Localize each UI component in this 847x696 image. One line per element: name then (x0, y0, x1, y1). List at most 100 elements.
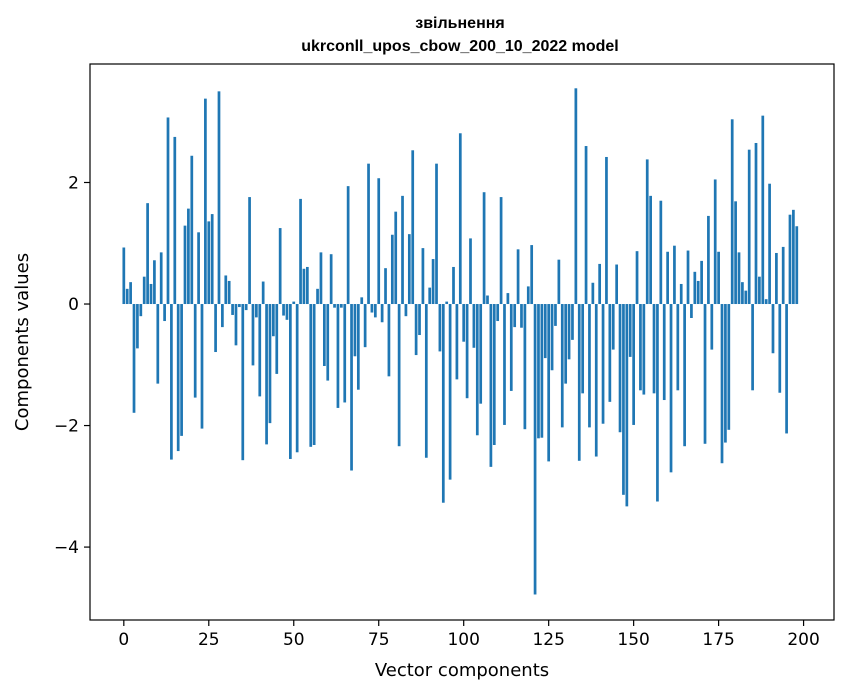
bar-43 (268, 304, 272, 424)
bar-86 (414, 304, 418, 356)
bar-58 (319, 252, 323, 305)
bar-172 (707, 215, 710, 305)
bar-171 (703, 304, 707, 444)
bar-106 (482, 192, 486, 305)
bar-102 (469, 238, 472, 305)
bar-164 (679, 283, 683, 305)
bar-73 (370, 304, 374, 313)
bar-9 (153, 260, 156, 305)
bar-28 (217, 91, 221, 305)
bar-198 (795, 226, 799, 305)
bar-181 (737, 252, 741, 305)
bar-39 (255, 304, 258, 318)
bar-188 (761, 115, 765, 305)
bar-87 (418, 304, 421, 336)
bar-81 (397, 304, 401, 447)
bar-105 (479, 304, 483, 404)
bar-168 (693, 271, 697, 305)
bar-108 (489, 304, 493, 467)
bar-191 (771, 304, 775, 354)
bar-107 (486, 295, 489, 305)
y-tick-label: 2 (68, 173, 79, 193)
bar-114 (509, 304, 513, 391)
bar-77 (384, 268, 387, 305)
bar-18 (183, 225, 187, 305)
bar-84 (407, 234, 411, 305)
bar-30 (224, 275, 228, 305)
bar-15 (173, 136, 177, 305)
bar-101 (465, 304, 469, 399)
bar-116 (516, 249, 520, 305)
bar-130 (564, 304, 568, 384)
bar-140 (598, 263, 602, 305)
bar-197 (792, 209, 795, 305)
bar-47 (282, 304, 285, 316)
bar-41 (261, 281, 265, 305)
bar-10 (156, 304, 160, 384)
y-tick-label: −2 (54, 417, 79, 437)
bar-2 (129, 282, 132, 305)
bar-99 (458, 133, 462, 305)
bar-74 (373, 304, 377, 318)
bar-89 (424, 304, 428, 458)
bar-115 (513, 304, 517, 328)
bar-63 (336, 304, 340, 408)
bar-179 (730, 119, 734, 305)
bar-138 (591, 282, 595, 305)
bar-135 (581, 304, 585, 394)
bar-11 (159, 252, 163, 305)
bar-184 (747, 149, 751, 305)
bar-45 (275, 304, 279, 374)
bar-161 (669, 304, 673, 473)
bar-93 (438, 304, 442, 352)
bar-142 (605, 156, 608, 305)
bar-190 (768, 183, 771, 305)
bar-68 (353, 304, 357, 357)
bar-49 (289, 304, 292, 459)
bar-100 (462, 304, 466, 342)
bar-29 (221, 304, 224, 328)
bar-146 (618, 304, 622, 433)
bar-22 (197, 232, 200, 305)
chart-title-line1: звільнення (415, 15, 504, 32)
bar-139 (594, 304, 598, 457)
bar-175 (717, 251, 720, 305)
bar-66 (346, 186, 350, 305)
bar-0 (122, 247, 126, 305)
bar-157 (656, 304, 659, 502)
bar-42 (265, 304, 268, 445)
bar-52 (299, 198, 302, 305)
bar-143 (608, 304, 612, 402)
bar-91 (431, 259, 435, 305)
x-tick-label: 125 (532, 630, 564, 650)
x-tick-label: 175 (702, 630, 734, 650)
bar-180 (734, 201, 737, 305)
bar-72 (367, 163, 370, 305)
bar-153 (642, 304, 646, 395)
bar-44 (272, 304, 275, 337)
x-tick-label: 100 (447, 630, 479, 650)
bar-62 (333, 304, 336, 308)
x-tick-label: 200 (787, 630, 819, 650)
bar-186 (754, 142, 758, 305)
bar-54 (305, 266, 309, 305)
bar-156 (652, 304, 656, 394)
bar-196 (788, 214, 792, 305)
bar-154 (645, 159, 649, 305)
bar-133 (574, 88, 578, 305)
bar-59 (322, 304, 326, 367)
bar-148 (625, 304, 629, 507)
bar-31 (227, 280, 231, 305)
bar-137 (588, 304, 591, 428)
bar-53 (302, 268, 306, 305)
bar-150 (632, 304, 635, 425)
bar-103 (472, 304, 476, 348)
bar-78 (387, 304, 391, 377)
bar-23 (200, 304, 204, 429)
bar-112 (503, 304, 506, 425)
bar-176 (720, 304, 724, 464)
bar-125 (547, 304, 551, 462)
x-tick-label: 0 (118, 630, 129, 650)
bar-57 (316, 288, 319, 305)
